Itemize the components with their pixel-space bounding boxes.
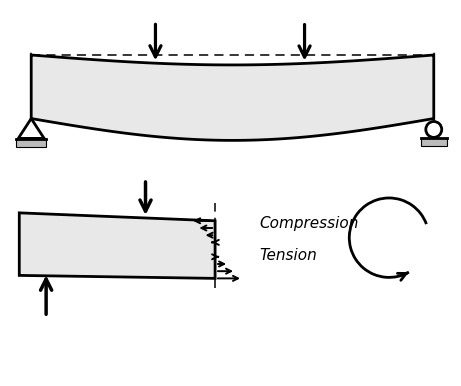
- FancyBboxPatch shape: [421, 139, 447, 146]
- FancyBboxPatch shape: [16, 139, 46, 147]
- Polygon shape: [31, 55, 434, 141]
- Text: Tension: Tension: [260, 248, 318, 263]
- Polygon shape: [19, 213, 215, 278]
- Text: Compression: Compression: [260, 216, 359, 231]
- Circle shape: [426, 122, 442, 137]
- Polygon shape: [18, 119, 44, 139]
